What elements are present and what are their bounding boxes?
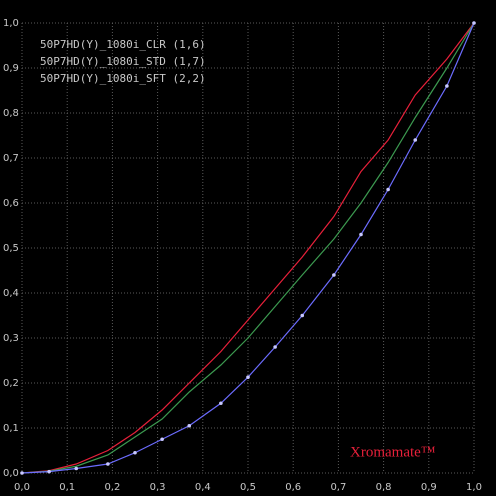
y-tick-label: 0,9 <box>3 63 19 74</box>
x-tick-label: 0,5 <box>240 482 256 493</box>
x-tick-label: 0,2 <box>104 482 120 493</box>
point <box>187 423 192 428</box>
point <box>74 466 79 471</box>
point <box>20 471 24 475</box>
point <box>160 437 164 442</box>
x-tick-label: 0,0 <box>14 482 30 493</box>
y-tick-label: 0,7 <box>3 153 19 164</box>
legend-entry: 50P7HD(Y)_1080i_SFT (2,2) <box>40 72 206 85</box>
point <box>332 273 336 277</box>
y-tick-label: 0,8 <box>3 108 19 119</box>
y-tick-label: 0,6 <box>3 198 19 209</box>
point <box>445 84 449 88</box>
y-tick-label: 0,1 <box>3 423 19 434</box>
point <box>472 21 476 25</box>
point <box>386 187 390 192</box>
point <box>246 375 250 379</box>
x-tick-label: 0,4 <box>195 482 211 493</box>
y-tick-label: 0,2 <box>3 378 19 389</box>
legend-entry: 50P7HD(Y)_1080i_STD (1,7) <box>40 55 206 68</box>
point <box>273 345 277 349</box>
y-tick-label: 0,4 <box>3 288 19 299</box>
point <box>106 462 110 466</box>
x-tick-label: 0,7 <box>330 482 346 493</box>
x-tick-label: 0,8 <box>376 482 392 493</box>
y-tick-label: 0,0 <box>3 468 19 479</box>
annotation: Xromamate™ <box>350 444 436 460</box>
x-tick-label: 0,9 <box>421 482 437 493</box>
x-tick-label: 1,0 <box>466 482 482 493</box>
point <box>300 313 305 318</box>
y-tick-label: 0,5 <box>3 243 19 254</box>
legend-entry: 50P7HD(Y)_1080i_CLR (1,6) <box>40 38 206 51</box>
point <box>413 138 418 142</box>
x-tick-label: 0,3 <box>150 482 166 493</box>
point <box>219 401 223 406</box>
y-tick-label: 0,3 <box>3 333 19 344</box>
series-line <box>21 22 475 474</box>
point <box>133 450 137 455</box>
x-tick-label: 0,1 <box>59 482 75 493</box>
point <box>47 469 51 474</box>
point <box>359 232 363 237</box>
x-tick-label: 0,6 <box>285 482 301 493</box>
series-line <box>21 22 475 474</box>
y-tick-label: 1,0 <box>3 18 19 29</box>
